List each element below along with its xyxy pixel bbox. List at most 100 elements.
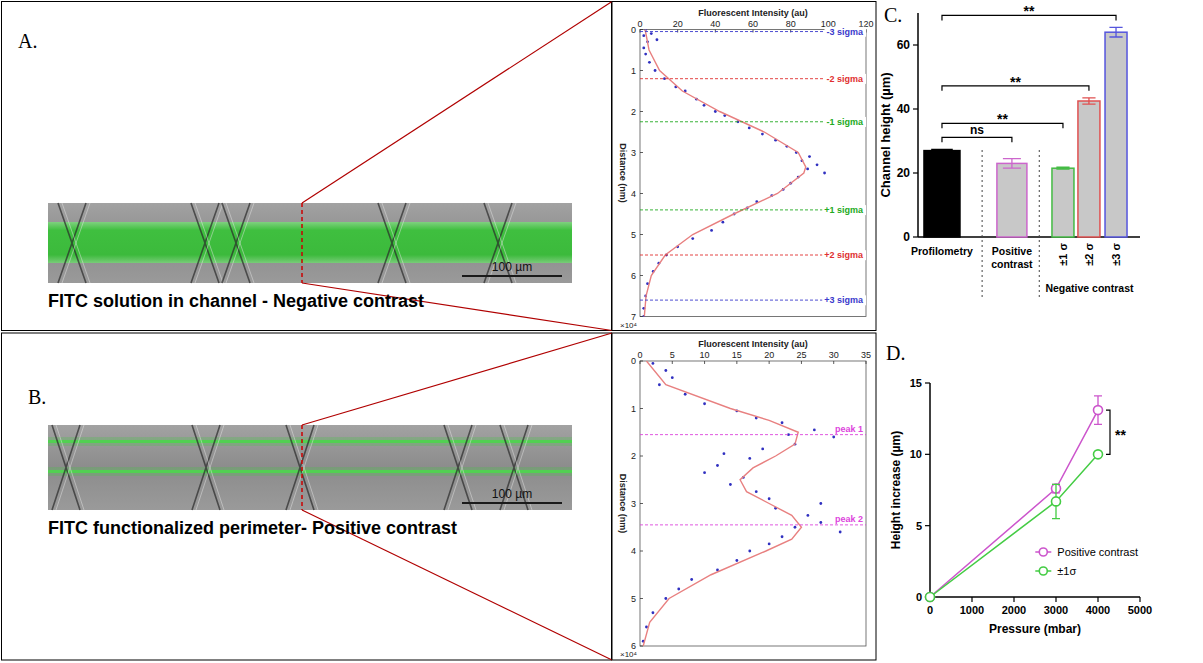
tick-label: 3 — [631, 148, 636, 158]
label-patch — [824, 27, 866, 37]
data-point — [710, 229, 713, 232]
category-label: ±3 σ — [1110, 243, 1122, 266]
tick-label: 2 — [631, 107, 636, 117]
tick — [913, 108, 918, 109]
zoom-connector — [302, 2, 612, 204]
reference-line — [640, 434, 866, 435]
tick-label: 0 — [631, 25, 636, 35]
perimeter-glow — [48, 467, 572, 476]
scale-bar-label: 100 µm — [492, 487, 532, 501]
tick-label: 20 — [673, 19, 683, 29]
tick — [640, 598, 643, 599]
reference-label: +2 sigma — [824, 250, 864, 260]
channel-edge — [382, 203, 410, 283]
plot-frame — [640, 361, 866, 646]
micrograph — [48, 425, 572, 510]
tick-label: 10 — [910, 448, 922, 460]
plot-area — [642, 361, 842, 646]
data-point — [703, 471, 706, 474]
tick-label: 80 — [786, 19, 796, 29]
tick-label: 15 — [732, 350, 742, 360]
legend-swatch — [1039, 567, 1047, 575]
channel-edge — [290, 425, 318, 510]
plot-area — [642, 30, 826, 317]
tick-label: 3000 — [1044, 604, 1068, 616]
tick — [640, 408, 643, 409]
data-point — [642, 34, 645, 37]
data-point — [1094, 406, 1103, 415]
group-separator — [982, 150, 983, 300]
tick-label: 15 — [910, 377, 922, 389]
data-point — [819, 502, 822, 505]
tick-label: 4 — [631, 546, 636, 556]
channel-edge — [286, 425, 314, 510]
tick-label: 0 — [637, 19, 642, 29]
axis-title: Fluorescent Intensity (au) — [698, 8, 808, 18]
data-point — [839, 531, 842, 534]
data-point — [761, 447, 764, 450]
tick — [925, 454, 930, 455]
tick — [753, 30, 754, 33]
data-point — [832, 436, 835, 439]
axis-title: Height increase (µm) — [889, 431, 903, 549]
x-axis — [930, 596, 1140, 598]
data-point — [671, 376, 674, 379]
data-point — [735, 559, 738, 562]
data-point — [781, 535, 784, 538]
bar — [997, 163, 1027, 237]
significance-label: ** — [1024, 3, 1035, 19]
data-point — [926, 593, 935, 602]
panel-letter: C. — [884, 4, 902, 26]
tick-label: 60 — [897, 38, 911, 52]
data-point — [691, 237, 694, 240]
micrograph — [48, 203, 572, 283]
background — [0, 0, 1203, 663]
panel-frame — [2, 333, 612, 660]
error-bar — [1094, 396, 1102, 425]
channel-edge — [52, 425, 80, 510]
axis-title: Fluorescent Intensity (au) — [698, 339, 808, 349]
data-point — [1094, 450, 1103, 459]
tick — [1139, 597, 1140, 602]
data-point — [721, 221, 724, 224]
axis-title: Channel height (µm) — [878, 72, 893, 197]
data-point — [703, 104, 706, 107]
tick — [801, 361, 802, 364]
tick — [672, 361, 673, 364]
tick-label: 0 — [631, 356, 636, 366]
tick-label: 2000 — [1002, 604, 1026, 616]
significance-bracket — [942, 137, 1012, 142]
tick — [640, 551, 643, 552]
scale-bar — [462, 275, 562, 277]
group-label: Negative contrast — [1045, 282, 1134, 294]
tick — [913, 172, 918, 173]
data-point — [761, 133, 764, 136]
error-bar — [1052, 484, 1060, 518]
tick — [971, 597, 972, 602]
tick — [640, 30, 641, 33]
data-point — [677, 588, 680, 591]
data-point — [703, 402, 706, 405]
tick-label: 5000 — [1128, 604, 1152, 616]
channel-edge — [378, 203, 406, 283]
tick-label: 1000 — [960, 604, 984, 616]
tick — [925, 382, 930, 383]
tick — [640, 111, 643, 112]
tick-label: 30 — [829, 350, 839, 360]
tick — [640, 503, 643, 504]
data-point — [806, 514, 809, 517]
data-point — [748, 127, 751, 130]
channel-edge — [226, 203, 254, 283]
profile-frame — [612, 2, 876, 331]
tick — [640, 275, 643, 276]
tick-label: 10 — [700, 350, 710, 360]
tick — [640, 646, 643, 647]
tick — [866, 361, 867, 364]
data-point — [652, 362, 655, 365]
label-patch — [822, 250, 866, 260]
tick — [913, 44, 918, 45]
data-point — [816, 163, 819, 166]
channel-edge — [222, 203, 250, 283]
data-point — [768, 542, 771, 545]
label-line: Positive — [992, 245, 1032, 257]
